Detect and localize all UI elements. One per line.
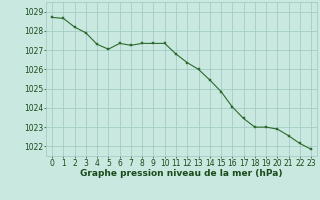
X-axis label: Graphe pression niveau de la mer (hPa): Graphe pression niveau de la mer (hPa) xyxy=(80,169,283,178)
